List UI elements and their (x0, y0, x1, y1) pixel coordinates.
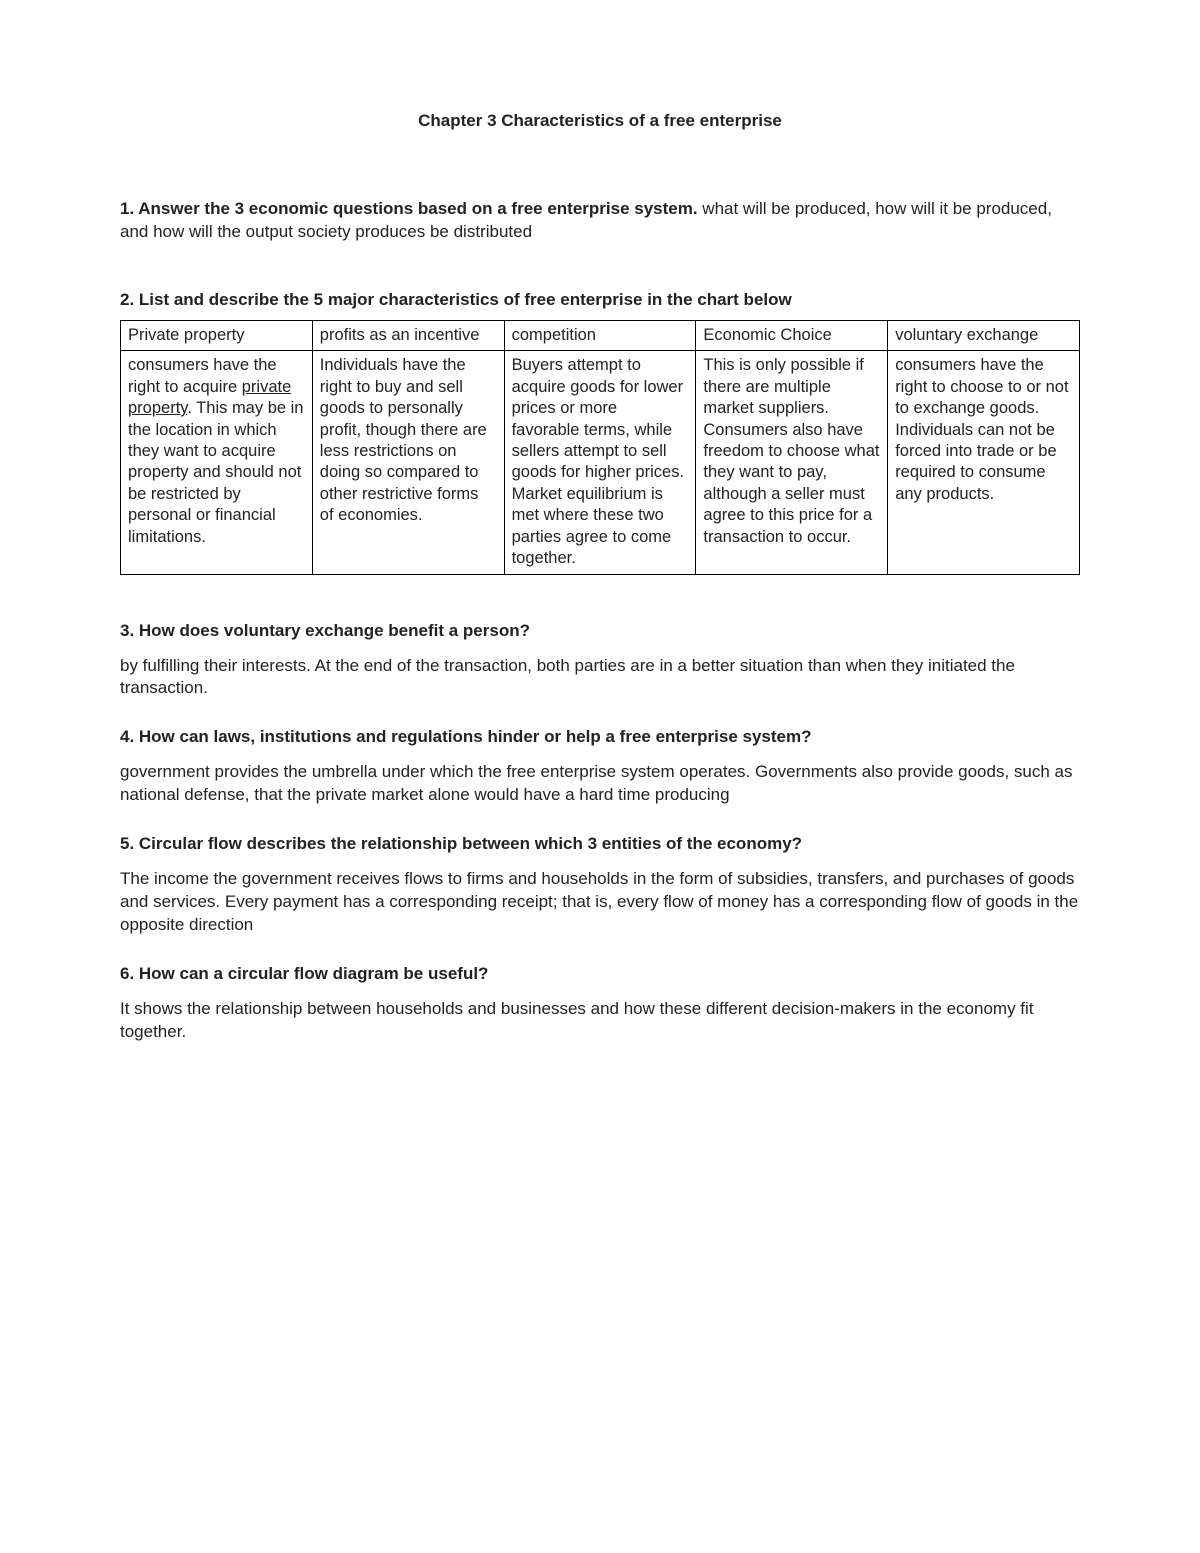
question-5: 5. Circular flow describes the relations… (120, 833, 1080, 937)
header-cell: profits as an incentive (312, 320, 504, 350)
table-body-row: consumers have the right to acquire priv… (121, 351, 1080, 574)
q6-prompt: 6. How can a circular flow diagram be us… (120, 963, 1080, 986)
q4-answer: government provides the umbrella under w… (120, 761, 1080, 807)
body-cell: Buyers attempt to acquire goods for lowe… (504, 351, 696, 574)
question-3: 3. How does voluntary exchange benefit a… (120, 620, 1080, 701)
table-header-row: Private property profits as an incentive… (121, 320, 1080, 350)
question-2: 2. List and describe the 5 major charact… (120, 289, 1080, 575)
q5-prompt: 5. Circular flow describes the relations… (120, 833, 1080, 856)
header-cell: competition (504, 320, 696, 350)
question-6: 6. How can a circular flow diagram be us… (120, 963, 1080, 1044)
page-title: Chapter 3 Characteristics of a free ente… (120, 110, 1080, 133)
characteristics-table: Private property profits as an incentive… (120, 320, 1080, 575)
header-cell: voluntary exchange (888, 320, 1080, 350)
q5-answer: The income the government receives flows… (120, 868, 1080, 937)
body-cell: consumers have the right to choose to or… (888, 351, 1080, 574)
q1-prompt: 1. Answer the 3 economic questions based… (120, 199, 702, 218)
body-cell: This is only possible if there are multi… (696, 351, 888, 574)
header-cell: Economic Choice (696, 320, 888, 350)
body-cell: consumers have the right to acquire priv… (121, 351, 313, 574)
body-cell: Individuals have the right to buy and se… (312, 351, 504, 574)
q3-prompt: 3. How does voluntary exchange benefit a… (120, 620, 1080, 643)
q2-prompt: 2. List and describe the 5 major charact… (120, 289, 1080, 312)
header-cell: Private property (121, 320, 313, 350)
cell-text-post: . This may be in the location in which t… (128, 399, 303, 546)
question-1: 1. Answer the 3 economic questions based… (120, 198, 1080, 244)
question-4: 4. How can laws, institutions and regula… (120, 726, 1080, 807)
q6-answer: It shows the relationship between househ… (120, 998, 1080, 1044)
q4-prompt: 4. How can laws, institutions and regula… (120, 726, 1080, 749)
q3-answer: by fulfilling their interests. At the en… (120, 655, 1080, 701)
